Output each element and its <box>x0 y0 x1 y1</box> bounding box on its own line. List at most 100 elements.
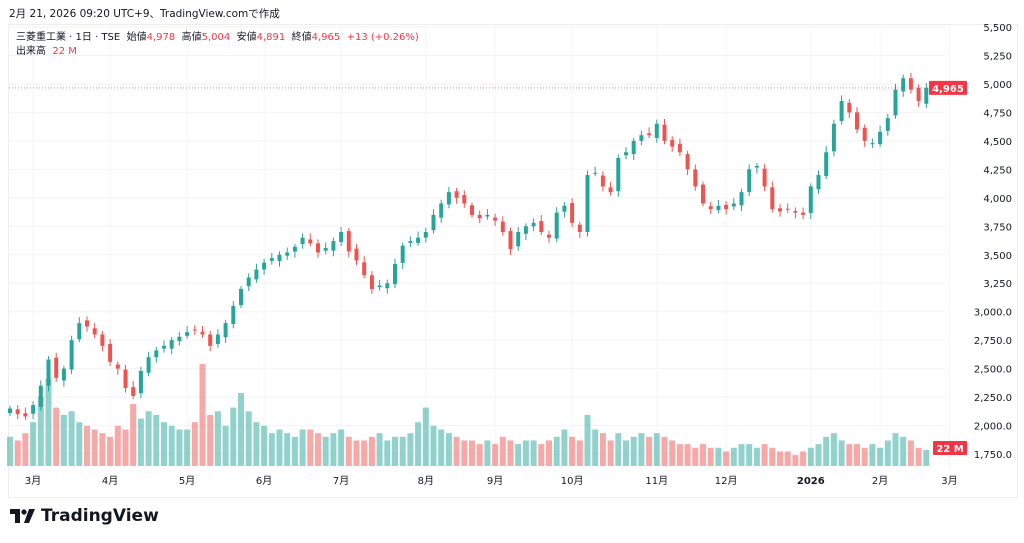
candle-body <box>477 214 482 219</box>
x-tick-label: 9月 <box>487 475 503 487</box>
volume-bar <box>923 449 930 466</box>
y-tick-label: 4,250 <box>983 165 1012 176</box>
volume-bar <box>199 363 206 466</box>
candle-body <box>647 133 652 136</box>
volume-bar <box>792 455 799 466</box>
candle-body <box>785 208 790 210</box>
volume-bar <box>99 433 106 466</box>
volume-bar <box>245 411 252 466</box>
volume-bar <box>538 444 545 466</box>
volume-bar <box>153 414 160 466</box>
volume-bar <box>384 440 391 466</box>
volume-bar <box>53 407 60 466</box>
volume-bar <box>91 429 98 466</box>
candle-body <box>115 364 120 369</box>
candle-body <box>177 336 182 342</box>
volume-bar <box>499 436 506 466</box>
candle-body <box>393 263 397 285</box>
volume-bar <box>315 433 321 466</box>
volume-bar <box>761 444 768 466</box>
y-tick-label: 2,250.0 <box>974 393 1012 404</box>
candle-body <box>885 118 890 131</box>
volume-bar <box>399 436 406 466</box>
candle-body <box>454 191 459 198</box>
candle-body <box>570 203 575 223</box>
volume-bar <box>623 440 629 466</box>
volume-bar <box>599 433 606 466</box>
candle-body <box>362 262 367 276</box>
high-label: 高値 <box>181 32 202 43</box>
candle-body <box>77 323 82 340</box>
candle-body <box>423 231 428 238</box>
close-label: 終値 <box>291 32 312 43</box>
volume-bar <box>546 440 552 466</box>
chart-caption: 2月 21, 2026 09:20 UTC+9、TradingView.comで… <box>9 8 280 20</box>
candle-body <box>839 101 844 122</box>
volume-bar <box>430 425 437 466</box>
candle-body <box>816 175 821 190</box>
candle-body <box>192 329 197 331</box>
chart-frame[interactable] <box>8 24 1018 498</box>
change-value: +13 (+0.26%) <box>346 32 419 43</box>
volume-bar <box>777 451 783 466</box>
candle-body <box>639 135 644 141</box>
candle-body <box>893 89 898 116</box>
volume-bar <box>107 436 114 466</box>
volume-bar <box>476 444 483 466</box>
volume-bar <box>407 433 414 466</box>
candle-body <box>269 258 274 261</box>
volume-bar <box>284 433 291 466</box>
volume-bar <box>592 429 599 466</box>
volume-bar <box>530 440 537 466</box>
volume-bar <box>607 440 614 466</box>
candle-body <box>801 212 806 215</box>
volume-bar <box>700 444 706 466</box>
legend: 三菱重工業 · 1日 · TSE 始値4,978 高値5,004 安値4,891… <box>16 31 419 59</box>
candle-body <box>377 285 382 288</box>
volume-bar <box>738 444 745 466</box>
x-tick-label: 2026 <box>797 476 825 487</box>
x-tick-label: 6月 <box>256 475 272 487</box>
volume-bar <box>361 440 368 466</box>
candle-body <box>547 234 551 238</box>
close-value: 4,965 <box>311 32 341 43</box>
candle-body <box>462 195 467 204</box>
volume-bar <box>484 440 491 466</box>
volume-bar <box>661 436 668 466</box>
volume-bar <box>915 447 922 466</box>
candle-body <box>154 350 159 358</box>
tradingview-logo[interactable]: TradingView <box>10 506 159 526</box>
candle-body <box>38 385 43 407</box>
candle-body <box>878 131 883 145</box>
candle-body <box>346 231 351 252</box>
candle-body <box>123 369 128 388</box>
candle-body <box>254 269 259 280</box>
candle-body <box>762 168 767 187</box>
volume-bar <box>130 403 137 466</box>
candle-body <box>770 187 775 210</box>
volume-bar <box>576 440 583 466</box>
candle-body <box>54 357 59 378</box>
volume-bar <box>492 444 499 466</box>
candle-body <box>331 241 336 251</box>
candle-body <box>531 222 536 227</box>
volume-bar <box>784 451 791 466</box>
candle-body <box>15 409 20 415</box>
volume-bar <box>422 407 429 466</box>
candle-body <box>470 205 474 215</box>
y-tick-label: 4,000 <box>983 194 1012 205</box>
volume-bar <box>84 425 90 466</box>
volume-bar <box>730 447 737 466</box>
volume-bar <box>746 444 753 466</box>
candle-body <box>901 78 906 92</box>
candle-body <box>485 214 490 217</box>
candle-body <box>85 320 89 327</box>
volume-bar <box>892 433 899 466</box>
candle-body <box>508 231 513 250</box>
volume-bar <box>253 422 260 466</box>
candle-body <box>731 203 736 207</box>
volume-bar <box>276 429 283 466</box>
high-value: 5,004 <box>201 32 231 43</box>
candle-body <box>61 368 66 381</box>
